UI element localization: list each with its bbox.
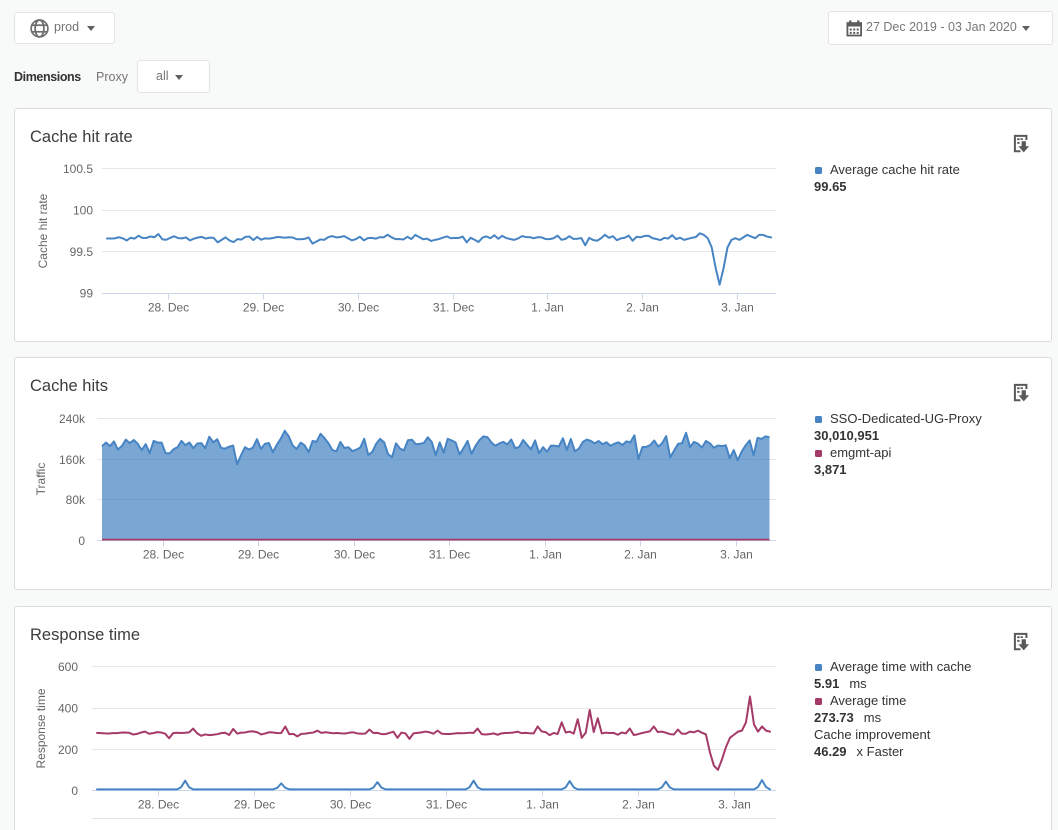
svg-text:28. Dec: 28. Dec: [143, 548, 184, 562]
svg-text:29. Dec: 29. Dec: [243, 301, 284, 315]
svg-text:30. Dec: 30. Dec: [330, 798, 371, 812]
svg-text:600: 600: [58, 660, 78, 674]
svg-text:31. Dec: 31. Dec: [429, 548, 470, 562]
svg-text:160k: 160k: [59, 453, 86, 467]
svg-text:400: 400: [58, 701, 78, 715]
svg-text:100.5: 100.5: [63, 162, 93, 176]
svg-text:Cache hit rate: Cache hit rate: [36, 193, 50, 268]
svg-text:3. Jan: 3. Jan: [720, 548, 753, 562]
svg-text:100: 100: [73, 203, 93, 217]
svg-text:30. Dec: 30. Dec: [334, 548, 375, 562]
svg-text:2. Jan: 2. Jan: [622, 798, 655, 812]
svg-text:1. Jan: 1. Jan: [531, 301, 564, 315]
svg-text:31. Dec: 31. Dec: [433, 301, 474, 315]
svg-text:2. Jan: 2. Jan: [624, 548, 657, 562]
svg-text:29. Dec: 29. Dec: [238, 548, 279, 562]
svg-text:1. Jan: 1. Jan: [529, 548, 562, 562]
svg-text:30. Dec: 30. Dec: [338, 301, 379, 315]
svg-text:29. Dec: 29. Dec: [234, 798, 275, 812]
svg-text:80k: 80k: [66, 493, 86, 507]
svg-text:3. Jan: 3. Jan: [721, 301, 754, 315]
svg-text:99.5: 99.5: [70, 245, 94, 259]
svg-text:200: 200: [58, 743, 78, 757]
svg-text:Traffic: Traffic: [34, 463, 48, 496]
svg-text:0: 0: [71, 784, 78, 798]
svg-text:Response time: Response time: [34, 688, 48, 768]
svg-text:240k: 240k: [59, 412, 86, 426]
svg-text:0: 0: [78, 534, 85, 548]
svg-text:28. Dec: 28. Dec: [138, 798, 179, 812]
svg-text:28. Dec: 28. Dec: [148, 301, 189, 315]
svg-text:99: 99: [80, 286, 94, 300]
svg-text:31. Dec: 31. Dec: [426, 798, 467, 812]
svg-text:3. Jan: 3. Jan: [718, 798, 751, 812]
svg-text:1. Jan: 1. Jan: [526, 798, 559, 812]
svg-text:2. Jan: 2. Jan: [626, 301, 659, 315]
